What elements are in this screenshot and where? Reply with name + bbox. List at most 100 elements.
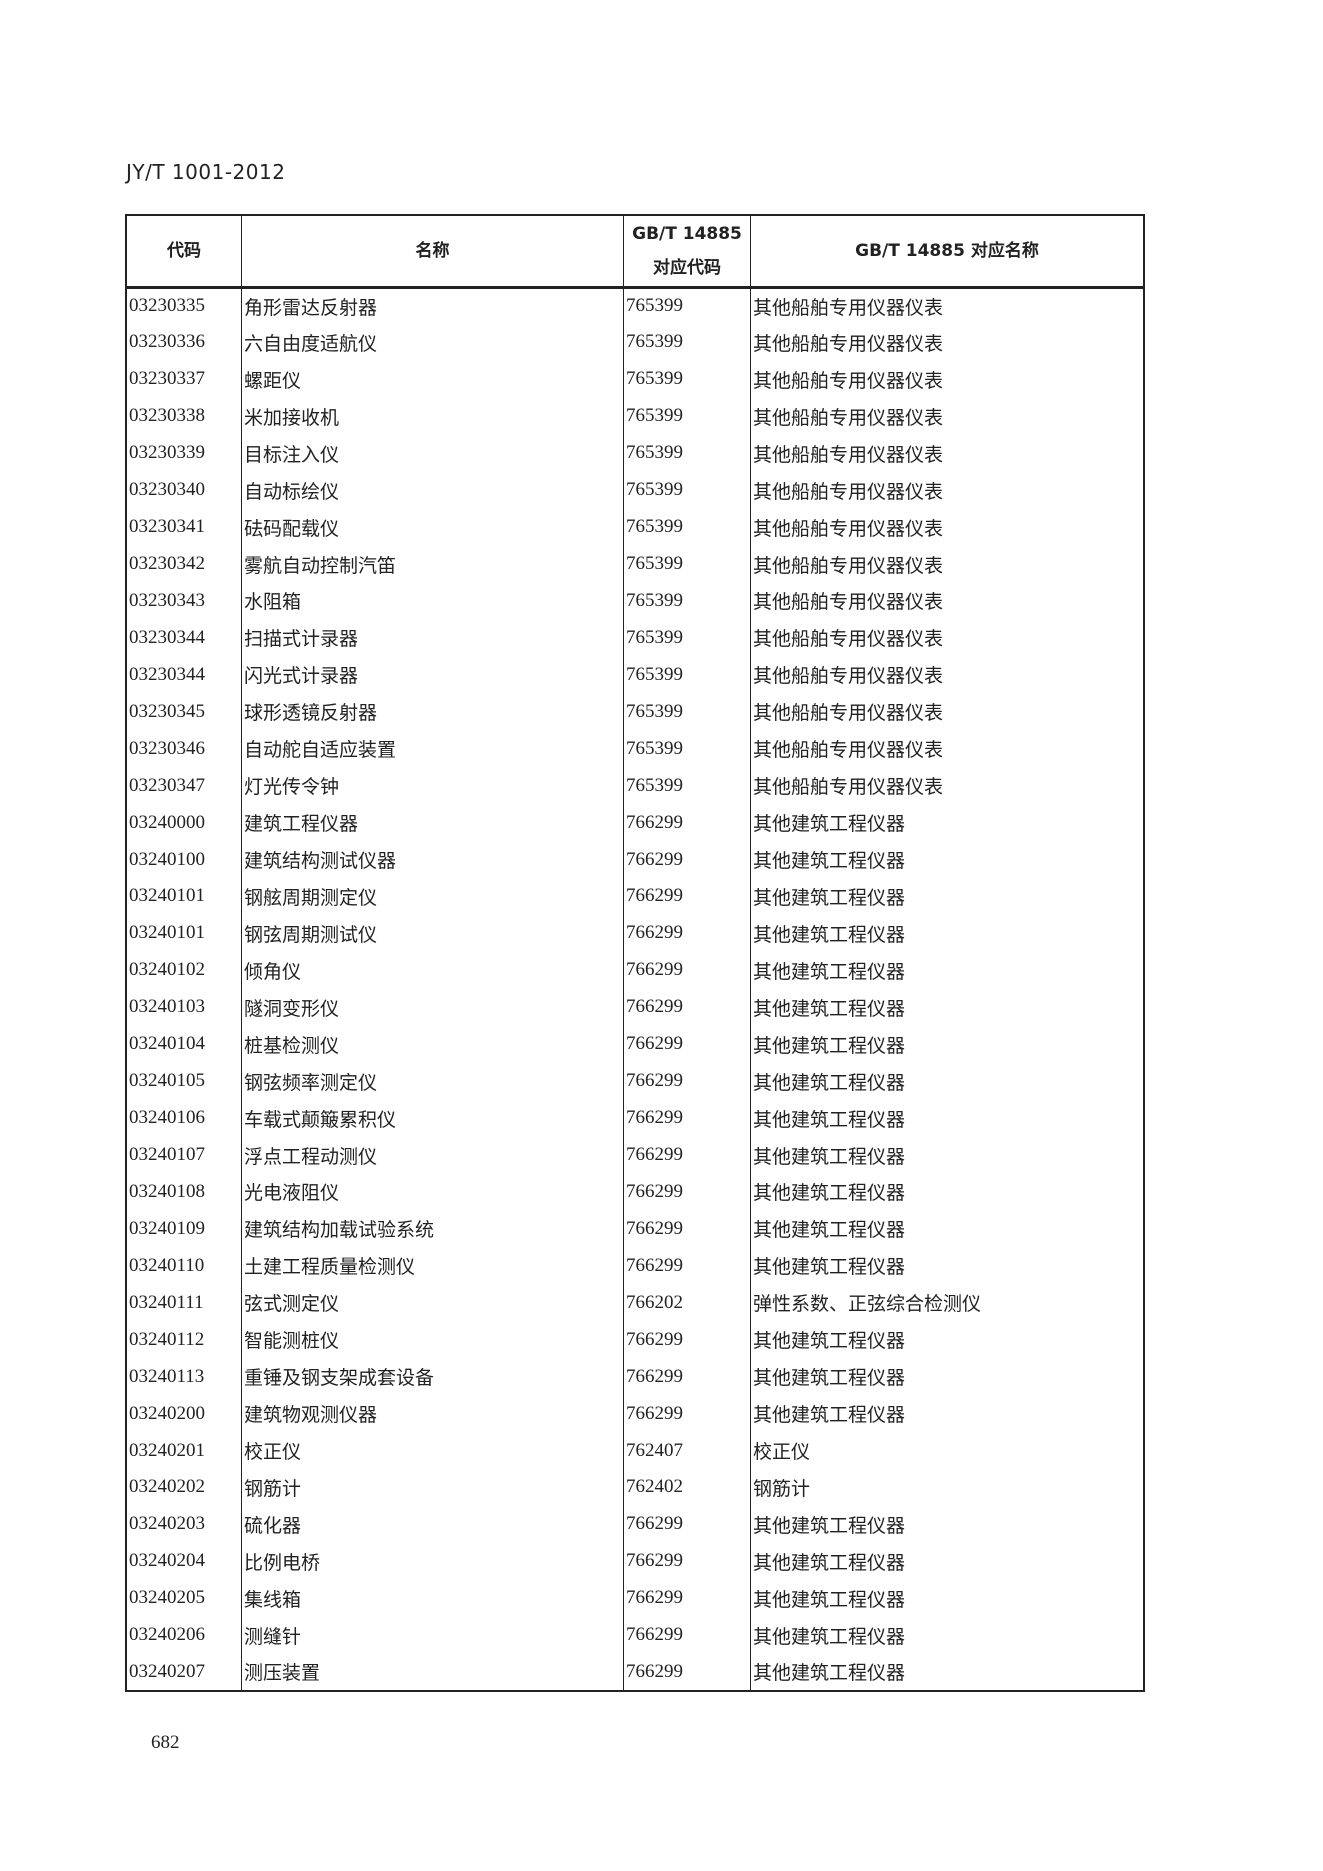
cell-name: 米加接收机 — [241, 397, 624, 435]
cell-gbt-name: 其他建筑工程仪器 — [750, 1542, 1145, 1580]
cell-gbt-name: 其他船舶专用仪器仪表 — [750, 693, 1145, 731]
cell-gbt-code: 765399 — [623, 360, 751, 398]
cell-gbt-name: 其他建筑工程仪器 — [750, 1505, 1145, 1543]
table-row: 03230338 米加接收机 765399 其他船舶专用仪器仪表 — [125, 397, 1145, 435]
header-gbt-code: GB/T 14885 对应代码 — [623, 215, 751, 289]
table-row: 03230340 自动标绘仪 765399 其他船舶专用仪器仪表 — [125, 471, 1145, 509]
cell-name: 测缝针 — [241, 1616, 624, 1654]
cell-gbt-code: 766299 — [623, 1616, 751, 1654]
cell-name: 自动舵自适应装置 — [241, 730, 624, 768]
cell-name: 目标注入仪 — [241, 434, 624, 472]
cell-gbt-code: 766299 — [623, 1062, 751, 1100]
cell-gbt-code: 766299 — [623, 1136, 751, 1174]
cell-name: 弦式测定仪 — [241, 1284, 624, 1322]
cell-gbt-code: 766299 — [623, 1247, 751, 1285]
header-gbt-name: GB/T 14885 对应名称 — [750, 215, 1145, 289]
cell-gbt-code: 765399 — [623, 471, 751, 509]
table-row: 03230345 球形透镜反射器 765399 其他船舶专用仪器仪表 — [125, 693, 1145, 731]
cell-code: 03240204 — [125, 1542, 242, 1580]
cell-code: 03240104 — [125, 1025, 242, 1063]
table-row: 03240109 建筑结构加载试验系统 766299 其他建筑工程仪器 — [125, 1210, 1145, 1248]
cell-gbt-name: 其他船舶专用仪器仪表 — [750, 360, 1145, 398]
cell-code: 03230343 — [125, 582, 242, 620]
table-row: 03240205 集线箱 766299 其他建筑工程仪器 — [125, 1579, 1145, 1617]
table-row: 03230344 闪光式计录器 765399 其他船舶专用仪器仪表 — [125, 656, 1145, 694]
cell-gbt-name: 其他建筑工程仪器 — [750, 1395, 1145, 1433]
cell-code: 03240205 — [125, 1579, 242, 1617]
cell-code: 03240109 — [125, 1210, 242, 1248]
cell-name: 钢弦周期测试仪 — [241, 914, 624, 952]
cell-code: 03240206 — [125, 1616, 242, 1654]
cell-code: 03230335 — [125, 287, 242, 324]
cell-gbt-code: 766299 — [623, 1099, 751, 1137]
cell-gbt-code: 765399 — [623, 508, 751, 546]
cell-gbt-name: 弹性系数、正弦综合检测仪 — [750, 1284, 1145, 1322]
cell-code: 03230345 — [125, 693, 242, 731]
table-row: 03240112 智能测桩仪 766299 其他建筑工程仪器 — [125, 1321, 1145, 1359]
cell-gbt-code: 765399 — [623, 545, 751, 583]
cell-gbt-name: 其他建筑工程仪器 — [750, 1136, 1145, 1174]
cell-code: 03230342 — [125, 545, 242, 583]
cell-name: 螺距仪 — [241, 360, 624, 398]
cell-code: 03240100 — [125, 841, 242, 878]
cell-name: 硫化器 — [241, 1505, 624, 1543]
cell-code: 03240200 — [125, 1395, 242, 1433]
cell-gbt-code: 762402 — [623, 1469, 751, 1506]
cell-gbt-code: 766299 — [623, 1173, 751, 1211]
cell-code: 03240202 — [125, 1469, 242, 1506]
cell-code: 03240107 — [125, 1136, 242, 1174]
cell-name: 钢弦频率测定仪 — [241, 1062, 624, 1100]
cell-code: 03230337 — [125, 360, 242, 398]
cell-gbt-code: 765399 — [623, 656, 751, 694]
cell-name: 自动标绘仪 — [241, 471, 624, 509]
cell-name: 比例电桥 — [241, 1542, 624, 1580]
cell-gbt-name: 其他建筑工程仪器 — [750, 841, 1145, 878]
cell-name: 建筑结构测试仪器 — [241, 841, 624, 878]
cell-gbt-name: 其他船舶专用仪器仪表 — [750, 619, 1145, 657]
table-row: 03240201 校正仪 762407 校正仪 — [125, 1432, 1145, 1469]
cell-gbt-code: 766299 — [623, 1579, 751, 1617]
cell-name: 重锤及钢支架成套设备 — [241, 1358, 624, 1396]
cell-gbt-code: 766299 — [623, 988, 751, 1026]
cell-code: 03230341 — [125, 508, 242, 546]
header-name: 名称 — [241, 215, 624, 289]
cell-name: 钢舷周期测定仪 — [241, 878, 624, 915]
table-row: 03240203 硫化器 766299 其他建筑工程仪器 — [125, 1505, 1145, 1543]
table-row: 03240101 钢舷周期测定仪 766299 其他建筑工程仪器 — [125, 878, 1145, 915]
cell-gbt-name: 其他建筑工程仪器 — [750, 914, 1145, 952]
cell-code: 03240000 — [125, 804, 242, 842]
cell-code: 03230339 — [125, 434, 242, 472]
table-row: 03230344 扫描式计录器 765399 其他船舶专用仪器仪表 — [125, 619, 1145, 657]
table-header-row: 代码 名称 GB/T 14885 对应代码 GB/T 14885 对应名称 — [125, 215, 1145, 289]
cell-gbt-name: 其他船舶专用仪器仪表 — [750, 730, 1145, 768]
cell-name: 球形透镜反射器 — [241, 693, 624, 731]
cell-gbt-code: 766299 — [623, 1542, 751, 1580]
table-row: 03230337 螺距仪 765399 其他船舶专用仪器仪表 — [125, 360, 1145, 398]
cell-code: 03240207 — [125, 1653, 242, 1691]
table-row: 03240105 钢弦频率测定仪 766299 其他建筑工程仪器 — [125, 1062, 1145, 1100]
table-row: 03240202 钢筋计 762402 钢筋计 — [125, 1469, 1145, 1506]
cell-gbt-code: 766299 — [623, 841, 751, 878]
table-row: 03230336 六自由度适航仪 765399 其他船舶专用仪器仪表 — [125, 323, 1145, 361]
cell-gbt-name: 其他船舶专用仪器仪表 — [750, 397, 1145, 435]
table-row: 03240102 倾角仪 766299 其他建筑工程仪器 — [125, 951, 1145, 989]
cell-gbt-name: 其他建筑工程仪器 — [750, 1247, 1145, 1285]
cell-name: 光电液阻仪 — [241, 1173, 624, 1211]
cell-gbt-code: 765399 — [623, 693, 751, 731]
header-gbt-code-line2: 对应代码 — [653, 257, 721, 278]
cell-gbt-code: 766299 — [623, 1505, 751, 1543]
table-row: 03240111 弦式测定仪 766202 弹性系数、正弦综合检测仪 — [125, 1284, 1145, 1322]
cell-code: 03240105 — [125, 1062, 242, 1100]
page-number: 682 — [151, 1732, 180, 1753]
cell-gbt-name: 其他建筑工程仪器 — [750, 951, 1145, 989]
cell-name: 倾角仪 — [241, 951, 624, 989]
table-row: 03230346 自动舵自适应装置 765399 其他船舶专用仪器仪表 — [125, 730, 1145, 768]
cell-name: 车载式颠簸累积仪 — [241, 1099, 624, 1137]
table-row: 03230342 雾航自动控制汽笛 765399 其他船舶专用仪器仪表 — [125, 545, 1145, 583]
table-row: 03240108 光电液阻仪 766299 其他建筑工程仪器 — [125, 1173, 1145, 1211]
cell-name: 建筑工程仪器 — [241, 804, 624, 842]
cell-code: 03230346 — [125, 730, 242, 768]
cell-gbt-name: 其他船舶专用仪器仪表 — [750, 434, 1145, 472]
cell-code: 03240103 — [125, 988, 242, 1026]
cell-gbt-code: 766299 — [623, 914, 751, 952]
